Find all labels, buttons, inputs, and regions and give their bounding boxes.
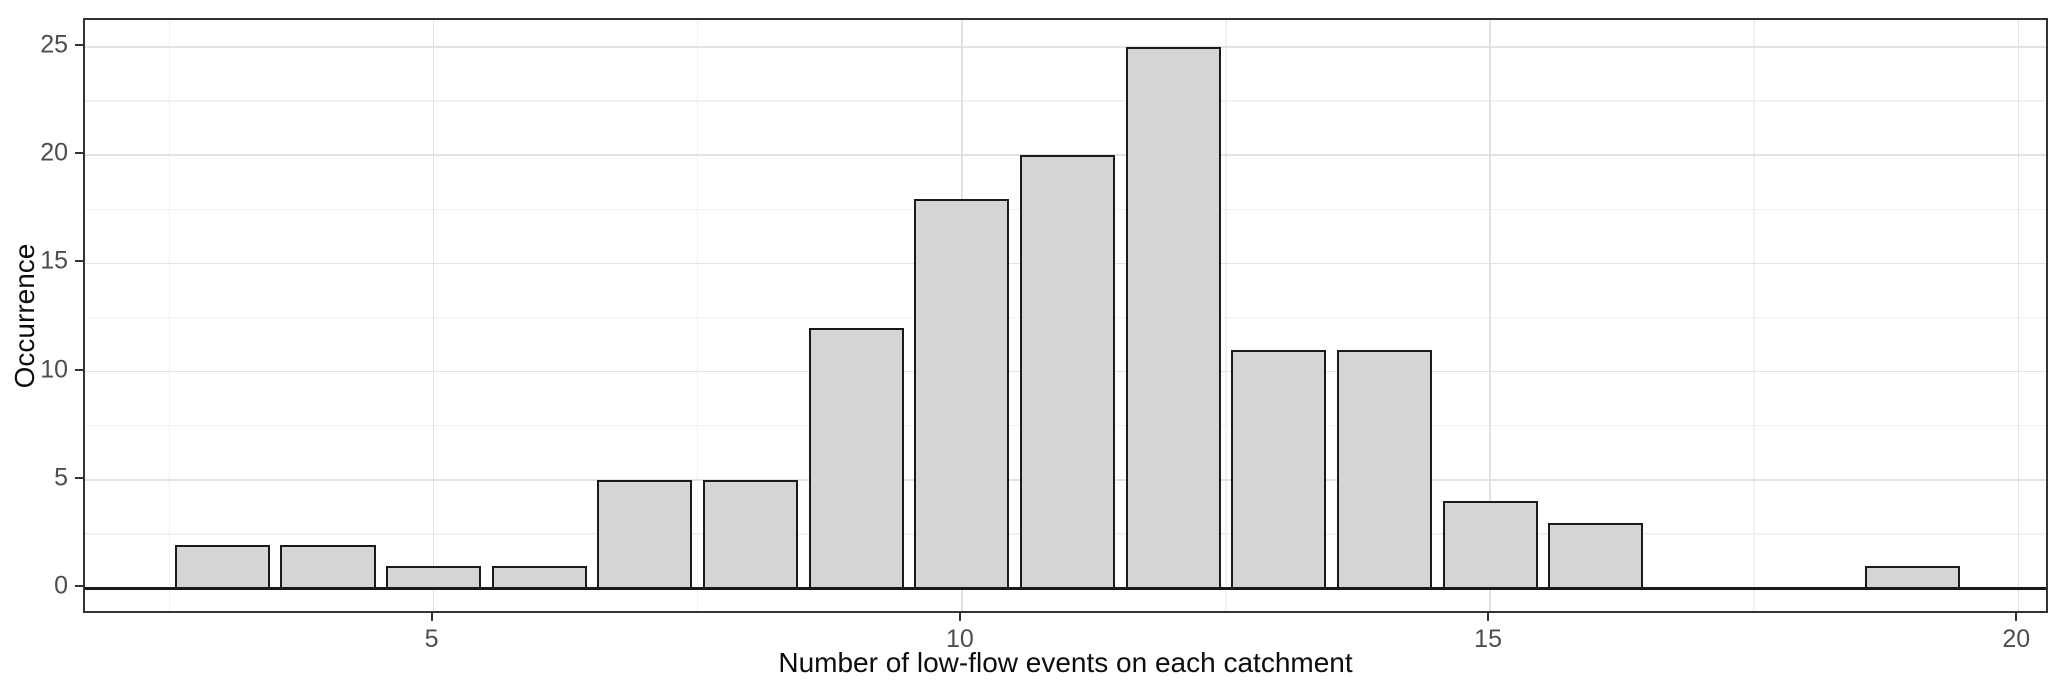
y-tick: [75, 368, 83, 371]
x-tick: [958, 613, 961, 621]
histogram-bar: [1336, 349, 1432, 590]
gridline-minor-x: [1753, 20, 1755, 611]
histogram-bar: [174, 544, 270, 590]
y-tick: [75, 584, 83, 587]
y-tick-label: 20: [40, 138, 68, 167]
x-tick-label: 10: [945, 625, 974, 653]
histogram-bar: [1125, 47, 1221, 590]
y-tick: [75, 152, 83, 155]
histogram-bar: [1548, 523, 1644, 590]
gridline-minor-x: [1225, 20, 1227, 611]
y-tick-label: 0: [54, 571, 68, 600]
y-tick-label: 25: [40, 30, 68, 59]
gridline-major-x: [1489, 20, 1491, 611]
gridline-minor-x: [696, 20, 699, 611]
histogram-bar: [703, 479, 799, 590]
histogram-bar: [597, 479, 693, 590]
x-tick: [2015, 613, 2018, 621]
x-tick-label: 20: [2002, 625, 2031, 653]
y-tick: [75, 260, 83, 263]
histogram-bar: [914, 198, 1010, 590]
gridline-major-x: [432, 20, 435, 611]
histogram-bar: [1019, 155, 1116, 590]
x-tick-label: 5: [424, 625, 439, 653]
plot-panel: [83, 18, 2048, 613]
histogram-bar: [808, 328, 904, 590]
histogram-bar: [280, 544, 376, 590]
x-tick: [1487, 613, 1490, 621]
y-tick: [75, 476, 83, 479]
x-tick: [430, 613, 433, 621]
y-tick: [75, 44, 83, 47]
x-tick-label: 15: [1474, 625, 1502, 653]
y-tick-label: 10: [40, 355, 68, 384]
y-tick-label: 5: [54, 463, 68, 492]
gridline-major-y: [85, 46, 2046, 48]
gridline-major-x: [2017, 20, 2020, 611]
y-tick-label: 15: [40, 246, 68, 275]
zero-baseline: [85, 586, 2046, 590]
histogram-bar: [1231, 349, 1327, 590]
gridline-minor-y: [85, 100, 2046, 102]
x-axis-title: Number of low-flow events on each catchm…: [778, 647, 1353, 678]
histogram-bar: [1442, 501, 1538, 590]
gridline-minor-x: [168, 20, 171, 611]
